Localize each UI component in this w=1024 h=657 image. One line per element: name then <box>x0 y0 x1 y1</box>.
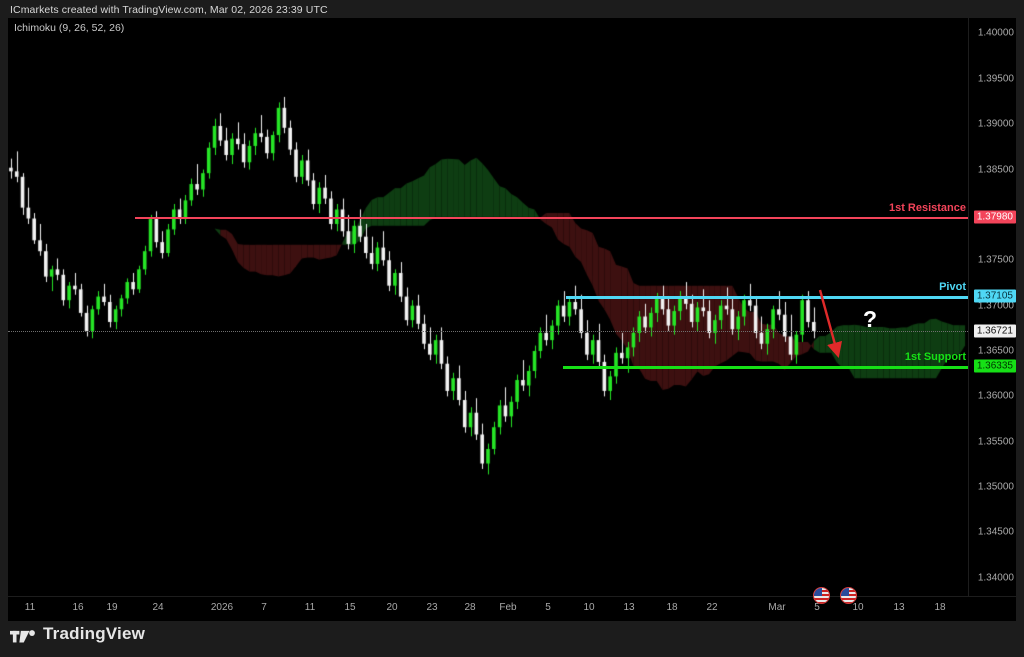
price-tick: 1.35000 <box>977 481 1014 493</box>
candlestick-canvas <box>8 18 968 596</box>
indicator-legend: Ichimoku (9, 26, 52, 26) <box>14 22 125 34</box>
price-tick: 1.37500 <box>977 254 1014 266</box>
time-tick: 2026 <box>210 602 234 613</box>
price-tick: 1.34000 <box>977 572 1014 584</box>
us-flag-event-icon[interactable] <box>840 587 857 604</box>
time-tick: 10 <box>583 602 595 613</box>
time-tick: 18 <box>666 602 678 613</box>
time-tick: 28 <box>464 602 476 613</box>
price-tick: 1.39500 <box>977 73 1014 85</box>
tradingview-logo-icon <box>10 629 35 642</box>
question-mark-annotation: ? <box>863 306 878 332</box>
time-tick: 7 <box>261 602 267 613</box>
tradingview-logo-text: TradingView <box>43 624 146 643</box>
time-tick: 13 <box>623 602 635 613</box>
time-tick: 15 <box>344 602 356 613</box>
price-tag-piv[interactable]: 1.37105 <box>973 289 1016 303</box>
time-tick: 11 <box>304 602 316 613</box>
price-tick: 1.38500 <box>977 164 1014 176</box>
price-tick: 1.40000 <box>977 27 1014 39</box>
time-tick: 16 <box>72 602 84 613</box>
tradingview-logo: TradingView <box>10 624 145 644</box>
time-tick: 22 <box>706 602 718 613</box>
time-tick: 10 <box>852 602 864 613</box>
price-tick: 1.37000 <box>977 300 1014 312</box>
level-label-sup: 1st Support <box>904 350 966 363</box>
level-line-res[interactable] <box>135 216 968 219</box>
level-line-sup[interactable] <box>563 365 968 369</box>
last-price-line <box>8 330 968 332</box>
time-tick: Feb <box>499 602 517 613</box>
time-tick: 23 <box>426 602 438 613</box>
chart-plot-area[interactable]: Ichimoku (9, 26, 52, 26) 1st Resistance P… <box>8 18 968 596</box>
time-tick: 13 <box>893 602 905 613</box>
price-tick: 1.35500 <box>977 436 1014 448</box>
chart-frame: Ichimoku (9, 26, 52, 26) 1st Resistance P… <box>8 18 1016 596</box>
time-tick: 20 <box>386 602 398 613</box>
price-tick: 1.39000 <box>977 118 1014 130</box>
time-tick: 19 <box>106 602 118 613</box>
attribution-text: ICmarkets created with TradingView.com, … <box>10 4 328 16</box>
level-label-piv: Pivot <box>939 281 966 294</box>
price-axis[interactable]: 1.40000 1.39500 1.39000 1.38500 1.37500 1.370… <box>968 18 1016 596</box>
time-axis[interactable]: 11 16 19 24 2026 7 11 15 20 23 28 Feb 5 10 13 18 22 Mar 5 1… <box>8 596 1016 621</box>
time-tick: 24 <box>152 602 164 613</box>
time-tick: 11 <box>24 602 36 613</box>
time-tick: 5 <box>814 602 820 613</box>
price-tag-res[interactable]: 1.37980 <box>973 210 1016 224</box>
us-flag-event-icon[interactable] <box>813 587 830 604</box>
time-tick: Mar <box>768 602 786 613</box>
price-tick: 1.36500 <box>977 345 1014 357</box>
price-tick: 1.36000 <box>977 390 1014 402</box>
price-tag-sup[interactable]: 1.36335 <box>973 359 1016 373</box>
level-label-res: 1st Resistance <box>888 201 966 214</box>
time-tick: 5 <box>545 602 551 613</box>
price-tick: 1.34500 <box>977 526 1014 538</box>
time-tick: 18 <box>934 602 946 613</box>
last-price-tag[interactable]: 1.36721 <box>973 324 1016 338</box>
level-line-piv[interactable] <box>566 296 968 300</box>
